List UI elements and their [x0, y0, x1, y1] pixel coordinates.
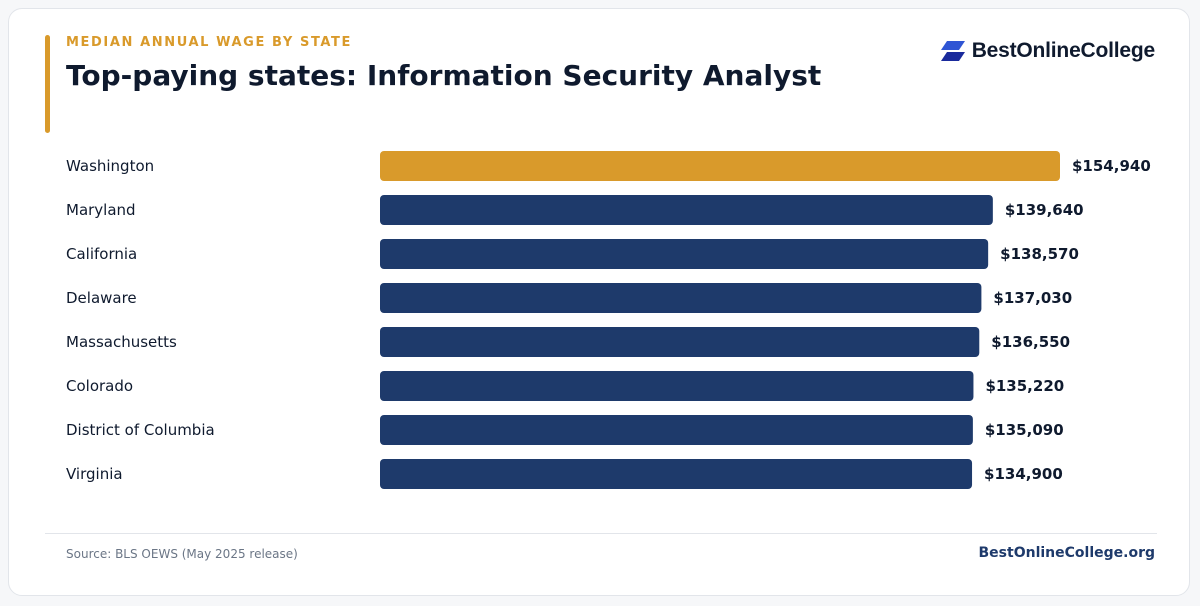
value-label-california: $138,570 — [1000, 245, 1079, 263]
category-label-district-of-columbia: District of Columbia — [66, 421, 215, 439]
brand-name: BestOnlineCollege — [971, 39, 1156, 62]
bar-colorado — [380, 371, 974, 401]
value-label-maryland: $139,640 — [1005, 201, 1084, 219]
value-label-virginia: $134,900 — [984, 465, 1063, 483]
value-label-washington: $154,940 — [1072, 157, 1151, 175]
brand-logo-icon — [940, 41, 965, 61]
brand-logo: BestOnlineCollege — [940, 39, 1155, 63]
category-label-maryland: Maryland — [66, 201, 136, 219]
category-label-california: California — [66, 245, 137, 263]
bar-delaware — [380, 283, 982, 313]
value-label-district-of-columbia: $135,090 — [985, 421, 1064, 439]
chart-card: MEDIAN ANNUAL WAGE BY STATE Top-paying s… — [8, 8, 1190, 596]
footer-divider — [45, 533, 1157, 534]
category-label-colorado: Colorado — [66, 377, 133, 395]
brand-logo-lower-shape — [940, 52, 965, 61]
bar-california — [380, 239, 989, 269]
chart-title: Top-paying states: Information Security … — [66, 59, 822, 92]
bar-chart: Washington $154,940 Maryland $139,640 Califo… — [66, 151, 1151, 489]
chart-eyebrow: MEDIAN ANNUAL WAGE BY STATE — [66, 35, 353, 50]
category-label-washington: Washington — [66, 157, 154, 175]
accent-bar — [45, 35, 50, 133]
source-note: Source: BLS OEWS (May 2025 release) — [66, 547, 298, 561]
value-label-colorado: $135,220 — [985, 377, 1064, 395]
category-label-virginia: Virginia — [66, 465, 123, 483]
bar-massachusetts — [380, 327, 980, 357]
value-label-delaware: $137,030 — [993, 289, 1072, 307]
bar-maryland — [380, 195, 993, 225]
category-label-massachusetts: Massachusetts — [66, 333, 177, 351]
value-label-massachusetts: $136,550 — [991, 333, 1070, 351]
bar-district-of-columbia — [380, 415, 973, 445]
bar-washington — [380, 151, 1060, 181]
footer-site-link[interactable]: BestOnlineCollege.org — [978, 545, 1155, 561]
brand-logo-upper-shape — [940, 41, 965, 50]
category-label-delaware: Delaware — [66, 289, 137, 307]
bar-virginia — [380, 459, 973, 489]
